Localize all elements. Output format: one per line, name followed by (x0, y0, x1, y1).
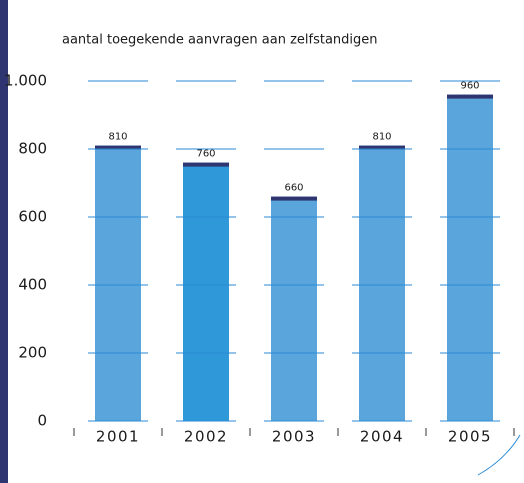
bar (183, 162, 229, 421)
data-label: 960 (460, 81, 479, 92)
x-tick-label: 2002 (184, 428, 228, 446)
y-tick-label: 0 (37, 412, 47, 430)
bar (359, 145, 405, 421)
data-label: 760 (196, 149, 215, 160)
bar-cap (359, 145, 405, 150)
x-tick-label: 2005 (448, 428, 492, 446)
x-tick-label: 2001 (96, 428, 140, 446)
bar-cap (183, 162, 229, 167)
y-tick-label: 600 (18, 208, 47, 226)
y-tick-label: 800 (18, 140, 47, 158)
chart-title: aantal toegekende aanvragen aan zelfstan… (62, 33, 378, 48)
y-tick-label: 400 (18, 276, 47, 294)
data-label: 660 (284, 183, 303, 194)
data-label: 810 (372, 132, 391, 143)
x-tick-label: 2003 (272, 428, 316, 446)
bar-cap (271, 196, 317, 201)
bar-cap (95, 145, 141, 150)
data-label: 810 (108, 132, 127, 143)
bar-cap (447, 94, 493, 99)
bar (95, 145, 141, 421)
bar (271, 196, 317, 421)
y-tick-label: 200 (18, 344, 47, 362)
decor-curve (477, 434, 521, 476)
y-tick-label: 1.000 (4, 72, 47, 90)
side-band (0, 0, 8, 483)
bar (447, 94, 493, 421)
x-tick-label: 2004 (360, 428, 404, 446)
